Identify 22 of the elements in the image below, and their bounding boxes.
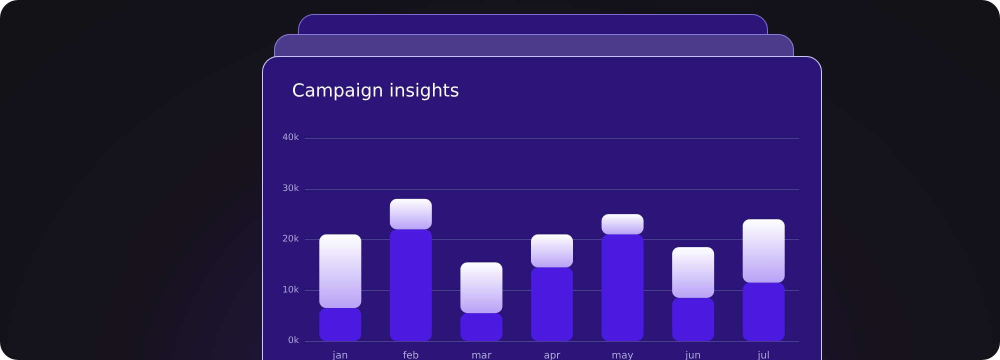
bar <box>672 247 714 298</box>
bar <box>531 267 573 341</box>
bar <box>460 262 502 314</box>
x-tick-label: feb <box>402 350 419 360</box>
y-tick-label: 30k <box>282 184 300 194</box>
y-tick-label: 40k <box>282 133 300 143</box>
bar <box>531 234 573 268</box>
bar <box>319 234 362 308</box>
bar <box>390 198 432 230</box>
y-tick-label: 20k <box>282 234 300 244</box>
bar <box>602 214 644 234</box>
y-tick-label: 0k <box>288 336 300 346</box>
x-tick-label: mar <box>471 350 492 360</box>
chart-title: Campaign insights <box>292 80 460 102</box>
bar <box>672 298 714 341</box>
bar <box>742 282 785 341</box>
bar <box>742 219 785 283</box>
y-tick-label: 10k <box>282 285 300 296</box>
bar <box>390 229 432 341</box>
bar <box>319 308 362 341</box>
bar <box>602 234 644 341</box>
bar <box>460 313 502 341</box>
